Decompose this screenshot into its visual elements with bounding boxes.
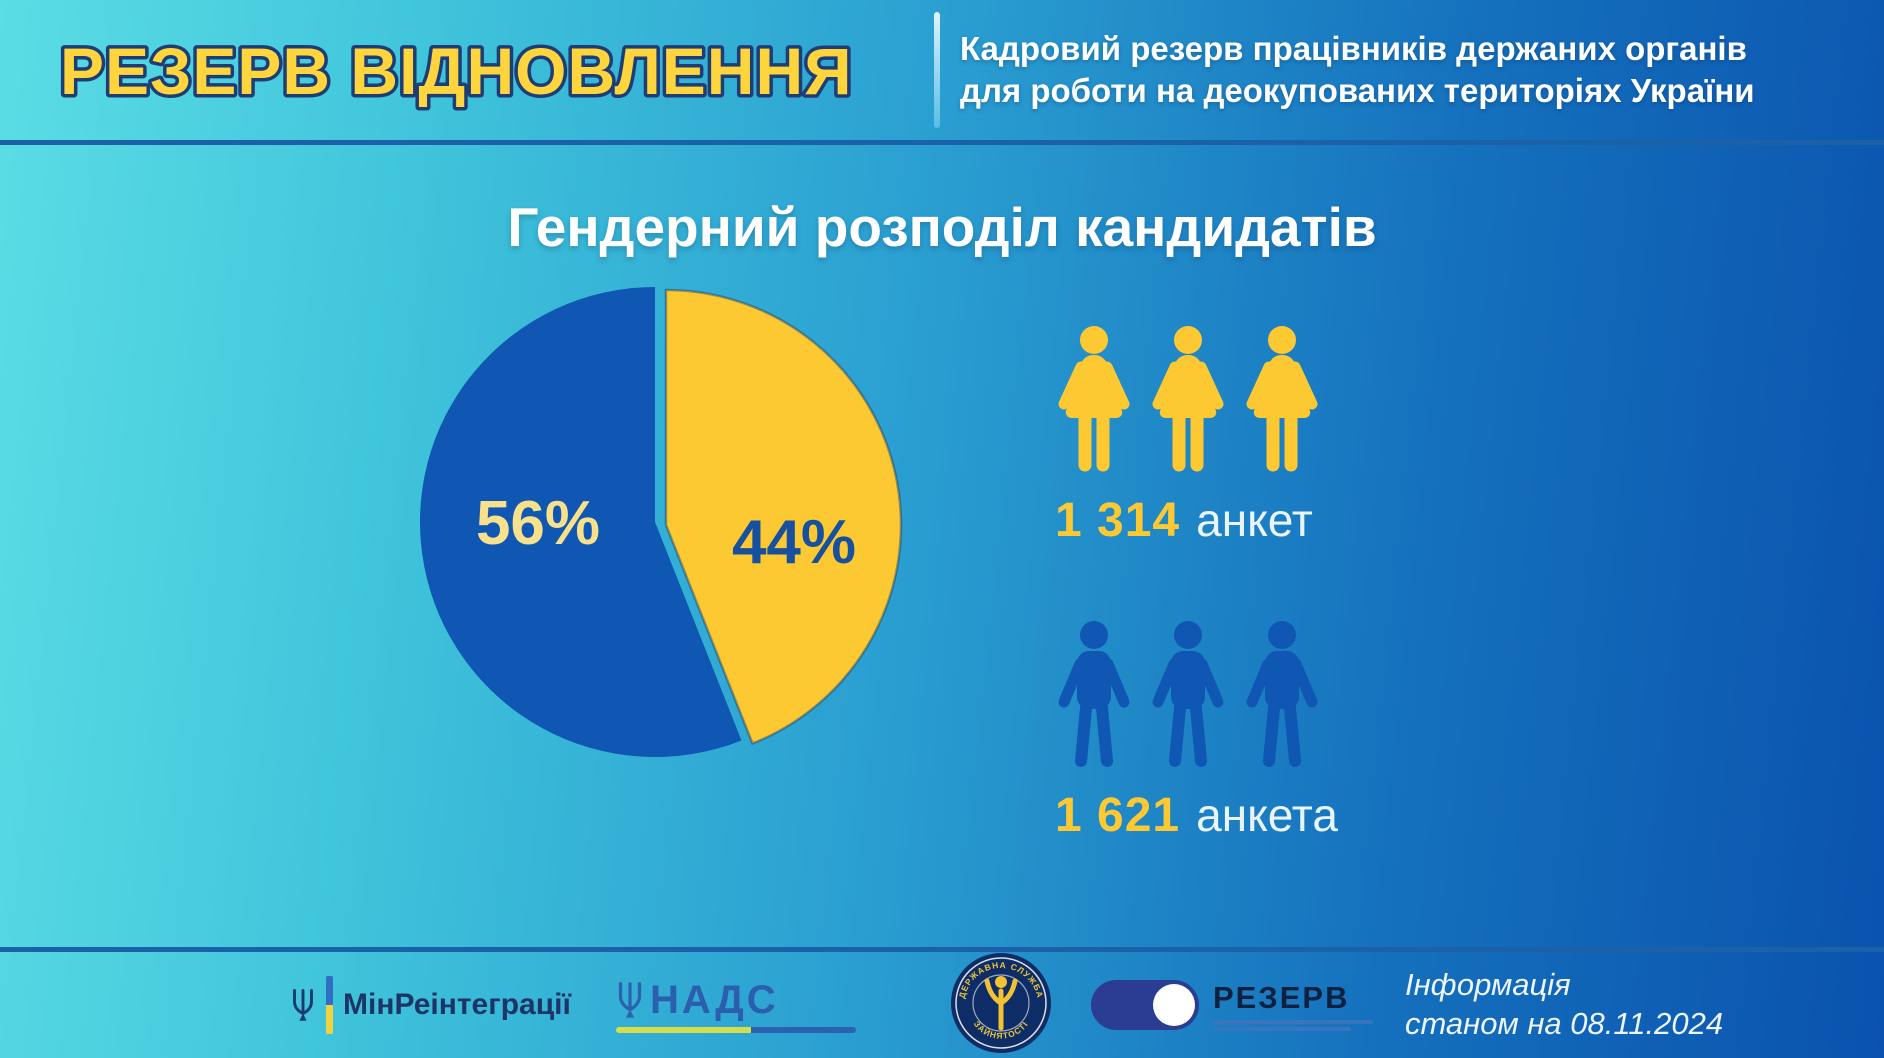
pie-slice-female-group: 44%	[664, 288, 903, 746]
page-title: РЕЗЕРВ ВІДНОВЛЕННЯ	[60, 34, 853, 108]
header-subtitle: Кадровий резерв працівників держаних орг…	[960, 28, 1755, 112]
nads-underline-yellow	[615, 1026, 751, 1033]
flag-bar-icon	[326, 976, 333, 1034]
main-content: Гендерний розподіл кандидатів 44% 56%	[0, 145, 1884, 947]
header-divider	[934, 12, 940, 128]
nads-label: НАДС	[649, 977, 779, 1022]
pie-slice-female	[664, 288, 903, 746]
minre-label: МінРеінтеграції	[343, 988, 571, 1021]
male-stat-line: 1 621 анкета	[1055, 788, 1338, 843]
woman-icon	[1058, 326, 1130, 472]
info-line1: Інформація	[1404, 967, 1571, 1003]
content-row: 44% 56%	[0, 267, 1884, 843]
trident-icon	[618, 982, 642, 1018]
pie-label-male: 56%	[476, 489, 600, 558]
female-count: 1 314	[1055, 494, 1181, 547]
header-title-art: РЕЗЕРВ ВІДНОВЛЕННЯ	[57, 31, 856, 112]
female-icons-row	[1055, 325, 1338, 477]
info-line2: станом на 08.11.2024	[1404, 1006, 1724, 1041]
man-icon	[1246, 621, 1318, 767]
header-subtitle-line1: Кадровий резерв працівників держаних орг…	[960, 29, 1747, 67]
pie-chart: 44% 56%	[405, 267, 905, 843]
rezerv-subtext-bar	[1212, 1026, 1351, 1031]
stats-panel: 1 314 анкет	[1055, 267, 1338, 843]
rezerv-subtext-bar	[1212, 1019, 1373, 1024]
woman-icon	[1152, 326, 1224, 472]
header: РЕЗЕРВ ВІДНОВЛЕННЯ Кадровий резерв праці…	[0, 0, 1884, 145]
female-unit: анкет	[1196, 494, 1313, 546]
chart-title: Гендерний розподіл кандидатів	[507, 196, 1377, 258]
man-icon	[1058, 621, 1130, 767]
rezerv-logo-text: РЕЗЕРВ	[1212, 979, 1373, 1031]
toggle-knob-icon	[1152, 984, 1195, 1026]
woman-icon	[1246, 326, 1318, 472]
employment-service-emblem-icon: ДЕРЖАВНА СЛУЖБА ЗАЙНЯТОСТІ	[950, 952, 1051, 1053]
header-subtitle-line2: для роботи на деокупованих територіях Ук…	[960, 72, 1755, 109]
pie-slice-male	[419, 287, 742, 757]
pie-chart-svg: 44% 56%	[419, 287, 903, 757]
male-icons-row	[1055, 620, 1338, 772]
info-date: Інформація станом на 08.11.2024	[1405, 966, 1723, 1044]
male-unit: анкета	[1196, 789, 1338, 841]
rezerv-logo: РЕЗЕРВ	[1090, 979, 1373, 1031]
trident-icon	[293, 988, 313, 1021]
pie-label-female: 44%	[732, 508, 856, 577]
employment-service-logo: ДЕРЖАВНА СЛУЖБА ЗАЙНЯТОСТІ	[950, 952, 1051, 1058]
employment-figure-icon	[984, 975, 1018, 1030]
nads-underline-blue	[750, 1026, 856, 1033]
male-count: 1 621	[1055, 789, 1181, 842]
footer: МінРеінтеграції НАДС	[0, 947, 1884, 1058]
toggle-icon	[1090, 980, 1199, 1030]
rezerv-label: РЕЗЕРВ	[1212, 979, 1350, 1015]
man-icon	[1152, 621, 1224, 767]
nads-logo: НАДС	[615, 978, 856, 1033]
nads-underline	[615, 1026, 856, 1033]
female-stat-line: 1 314 анкет	[1055, 493, 1338, 548]
minreintegration-logo: МінРеінтеграції	[290, 976, 571, 1034]
nads-logo-top: НАДС	[616, 978, 779, 1023]
